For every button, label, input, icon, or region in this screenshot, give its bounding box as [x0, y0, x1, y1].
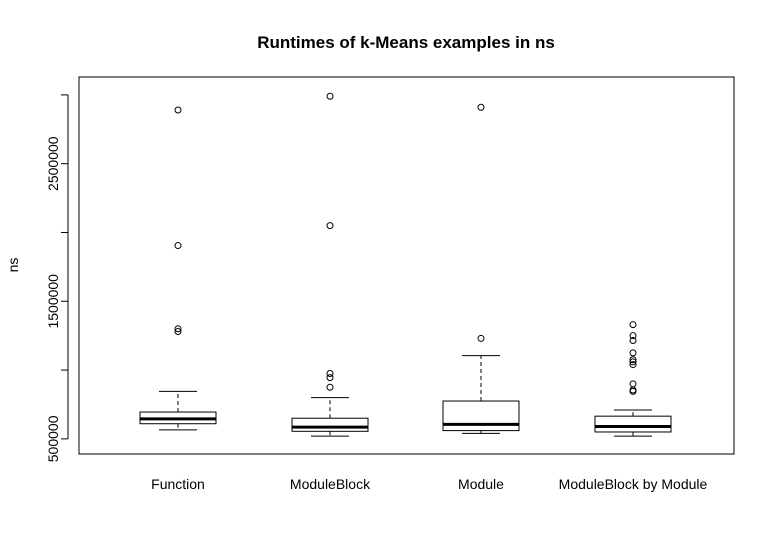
y-axis-ticks: 500000 1500000 2500000: [45, 94, 68, 462]
outlier-point: [326, 374, 334, 382]
y-tick-label: 500000: [45, 415, 61, 462]
outlier-point: [629, 349, 637, 357]
outlier-point: [629, 358, 637, 366]
outlier-point: [174, 106, 182, 114]
outlier-point: [477, 103, 485, 111]
box-3: [594, 321, 672, 437]
box-0: [139, 106, 217, 431]
outlier-point: [174, 242, 182, 250]
outlier-point: [629, 356, 637, 364]
x-axis-labels: Function ModuleBlock Module ModuleBlock by …: [151, 476, 707, 492]
outlier-point: [629, 336, 637, 344]
x-tick-label: Function: [151, 476, 205, 492]
outlier-point: [629, 380, 637, 388]
outlier-point: [174, 325, 182, 333]
outlier-point: [326, 222, 334, 230]
iqr-box: [442, 400, 520, 432]
outlier-point: [326, 370, 334, 378]
outlier-point: [477, 334, 485, 342]
iqr-box: [594, 415, 672, 433]
outlier-point: [326, 92, 334, 100]
chart-title: Runtimes of k-Means examples in ns: [257, 33, 555, 52]
y-axis-label: ns: [5, 258, 21, 273]
outlier-point: [629, 361, 637, 369]
outlier-point: [174, 328, 182, 336]
y-tick-label: 2500000: [45, 136, 61, 191]
boxes: [139, 92, 672, 437]
iqr-box: [291, 417, 369, 432]
outlier-point: [629, 332, 637, 340]
x-tick-label: ModuleBlock by Module: [559, 476, 708, 492]
box-2: [442, 103, 520, 434]
plot-frame: [78, 76, 735, 455]
y-tick-label: 1500000: [45, 274, 61, 329]
x-tick-label: Module: [458, 476, 504, 492]
x-tick-label: ModuleBlock: [290, 476, 371, 492]
box-1: [291, 92, 369, 437]
outlier-point: [326, 383, 334, 391]
outlier-point: [629, 321, 637, 329]
